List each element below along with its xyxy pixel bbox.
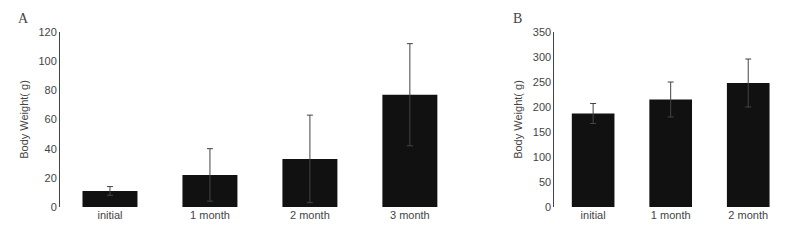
svg-text:0: 0 bbox=[51, 201, 57, 213]
svg-text:80: 80 bbox=[45, 84, 57, 96]
svg-text:3 month: 3 month bbox=[390, 209, 430, 221]
svg-text:350: 350 bbox=[533, 26, 551, 38]
svg-text:B: B bbox=[513, 11, 522, 26]
svg-text:2 month: 2 month bbox=[290, 209, 330, 221]
svg-text:250: 250 bbox=[533, 76, 551, 88]
svg-text:40: 40 bbox=[45, 143, 57, 155]
svg-text:Body Weight( g): Body Weight( g) bbox=[18, 80, 30, 159]
svg-text:60: 60 bbox=[45, 113, 57, 125]
svg-text:1 month: 1 month bbox=[190, 209, 230, 221]
svg-text:200: 200 bbox=[533, 101, 551, 113]
svg-text:A: A bbox=[18, 11, 29, 26]
svg-text:150: 150 bbox=[533, 126, 551, 138]
svg-text:100: 100 bbox=[38, 55, 56, 67]
svg-text:0: 0 bbox=[545, 201, 551, 213]
svg-text:100: 100 bbox=[533, 151, 551, 163]
svg-text:120: 120 bbox=[38, 26, 56, 38]
svg-text:1 month: 1 month bbox=[651, 209, 691, 221]
svg-text:20: 20 bbox=[45, 172, 57, 184]
svg-text:initial: initial bbox=[581, 209, 606, 221]
svg-text:2 month: 2 month bbox=[728, 209, 768, 221]
svg-text:300: 300 bbox=[533, 51, 551, 63]
svg-text:Body Weight( g): Body Weight( g) bbox=[512, 80, 524, 159]
svg-text:initial: initial bbox=[97, 209, 122, 221]
svg-text:50: 50 bbox=[539, 176, 551, 188]
